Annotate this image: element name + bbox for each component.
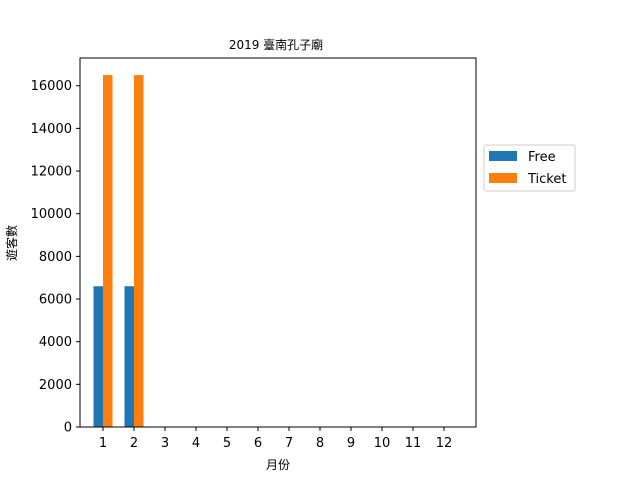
x-tick-label: 7 (285, 436, 293, 451)
legend-swatch-ticket (489, 173, 517, 183)
y-tick-label: 6000 (39, 293, 72, 308)
bar-free-1 (93, 286, 103, 427)
x-tick-label: 5 (223, 436, 231, 451)
x-tick-label: 1 (99, 436, 107, 451)
bar-ticket-2 (134, 75, 144, 427)
legend: Free Ticket (483, 144, 576, 192)
x-tick-label: 6 (254, 436, 262, 451)
x-tick-label: 9 (347, 436, 355, 451)
x-tick-label: 12 (436, 436, 453, 451)
y-axis-label: 遊客數 (4, 225, 19, 261)
bars-group (93, 75, 144, 427)
x-tick-label: 8 (316, 436, 324, 451)
y-tick-label: 0 (64, 421, 72, 436)
plot-area-frame (79, 57, 477, 428)
y-tick-label: 10000 (31, 207, 72, 222)
y-tick-label: 16000 (31, 79, 72, 94)
x-axis: 1 2 3 4 5 6 7 8 9 10 11 12 (99, 427, 452, 451)
y-tick-label: 12000 (31, 165, 72, 180)
y-tick-label: 8000 (39, 250, 72, 265)
legend-label-ticket: Ticket (527, 172, 566, 187)
legend-label-free: Free (528, 150, 556, 165)
x-tick-label: 2 (130, 436, 138, 451)
x-tick-label: 3 (161, 436, 169, 451)
legend-swatch-free (489, 151, 517, 161)
bar-ticket-1 (103, 75, 113, 427)
x-tick-label: 11 (405, 436, 422, 451)
x-axis-label: 月份 (266, 458, 290, 472)
x-tick-label: 4 (192, 436, 200, 451)
y-tick-label: 2000 (39, 378, 72, 393)
bar-free-2 (124, 286, 134, 427)
chart-title: 2019 臺南孔子廟 (229, 37, 323, 52)
y-axis: 0 2000 4000 6000 8000 10000 12000 14000 16000 (31, 79, 80, 436)
x-tick-label: 10 (374, 436, 391, 451)
y-tick-label: 14000 (31, 122, 72, 137)
y-tick-label: 4000 (39, 335, 72, 350)
